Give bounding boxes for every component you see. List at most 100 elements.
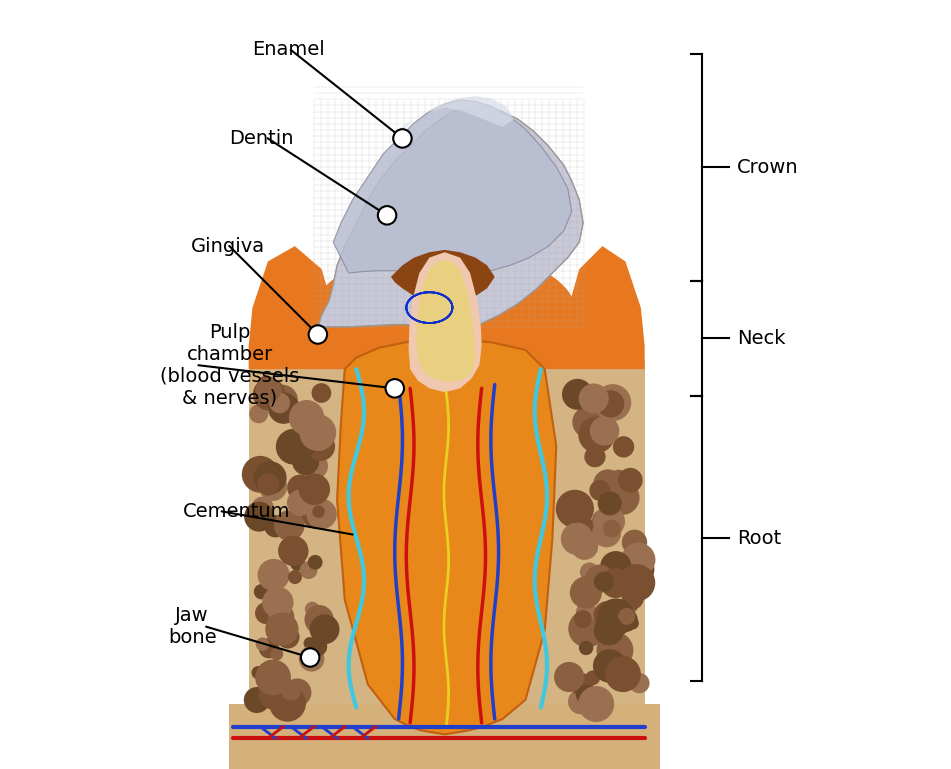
Polygon shape: [391, 250, 495, 304]
Circle shape: [278, 536, 308, 566]
Circle shape: [590, 416, 619, 445]
Circle shape: [594, 384, 631, 421]
Circle shape: [243, 687, 270, 713]
Circle shape: [592, 403, 615, 427]
Circle shape: [593, 506, 625, 538]
Circle shape: [586, 671, 600, 685]
Circle shape: [303, 637, 316, 650]
Circle shape: [569, 610, 606, 647]
Circle shape: [259, 638, 279, 658]
Polygon shape: [314, 250, 575, 369]
Circle shape: [265, 613, 299, 646]
Polygon shape: [248, 361, 645, 769]
Circle shape: [622, 530, 648, 555]
Circle shape: [593, 615, 624, 645]
Polygon shape: [248, 246, 337, 369]
Circle shape: [270, 647, 283, 661]
Circle shape: [576, 685, 596, 705]
Circle shape: [290, 556, 305, 571]
Circle shape: [597, 598, 634, 636]
Circle shape: [620, 609, 635, 624]
Circle shape: [274, 511, 304, 541]
Circle shape: [605, 481, 640, 515]
Circle shape: [592, 508, 617, 534]
Circle shape: [299, 474, 330, 505]
Polygon shape: [333, 100, 572, 275]
Circle shape: [257, 375, 276, 394]
Text: Pulp
chamber
(blood vessels
& nerves): Pulp chamber (blood vessels & nerves): [160, 323, 300, 408]
Circle shape: [562, 379, 593, 410]
Circle shape: [618, 468, 643, 493]
Circle shape: [618, 564, 655, 601]
Circle shape: [393, 129, 412, 148]
Circle shape: [254, 584, 269, 599]
Circle shape: [304, 605, 334, 634]
Circle shape: [611, 567, 627, 584]
Circle shape: [268, 392, 300, 424]
Circle shape: [612, 436, 634, 458]
Polygon shape: [337, 338, 556, 734]
Circle shape: [597, 491, 622, 515]
Circle shape: [277, 625, 300, 648]
Circle shape: [621, 543, 655, 577]
Circle shape: [571, 673, 593, 696]
Circle shape: [307, 423, 320, 436]
Circle shape: [268, 604, 294, 630]
Circle shape: [292, 448, 320, 475]
Text: Neck: Neck: [737, 329, 786, 348]
Circle shape: [312, 383, 331, 403]
Circle shape: [281, 681, 301, 701]
Circle shape: [255, 660, 291, 695]
Circle shape: [577, 519, 603, 545]
Circle shape: [603, 520, 621, 538]
Circle shape: [385, 379, 404, 398]
Circle shape: [592, 518, 621, 548]
Circle shape: [307, 637, 327, 656]
Circle shape: [254, 461, 286, 494]
Text: Root: Root: [737, 529, 781, 548]
Circle shape: [584, 446, 606, 468]
Circle shape: [593, 601, 621, 629]
Circle shape: [573, 406, 604, 438]
Circle shape: [251, 666, 264, 679]
Circle shape: [592, 649, 627, 683]
Circle shape: [590, 480, 611, 501]
Circle shape: [596, 632, 633, 669]
Circle shape: [601, 568, 631, 598]
Circle shape: [259, 679, 289, 710]
Circle shape: [288, 570, 302, 584]
Polygon shape: [318, 106, 583, 328]
Circle shape: [608, 470, 630, 491]
Circle shape: [578, 686, 614, 722]
Circle shape: [269, 684, 306, 721]
Circle shape: [578, 417, 615, 453]
Circle shape: [299, 646, 324, 671]
Circle shape: [259, 473, 287, 501]
Circle shape: [593, 469, 623, 498]
Circle shape: [618, 608, 635, 625]
Circle shape: [242, 456, 279, 493]
Text: Cementum: Cementum: [184, 502, 291, 521]
Circle shape: [594, 571, 614, 591]
Polygon shape: [395, 96, 514, 138]
Circle shape: [617, 551, 654, 588]
Circle shape: [283, 678, 311, 707]
Circle shape: [253, 378, 285, 411]
Circle shape: [266, 384, 298, 416]
Circle shape: [576, 601, 596, 622]
Circle shape: [310, 614, 336, 639]
Circle shape: [300, 561, 318, 579]
Circle shape: [378, 206, 397, 225]
Circle shape: [622, 597, 638, 614]
Text: Jaw
bone: Jaw bone: [168, 606, 217, 647]
Circle shape: [257, 473, 280, 495]
Circle shape: [561, 523, 593, 555]
Circle shape: [301, 498, 332, 529]
Circle shape: [276, 429, 312, 464]
Circle shape: [310, 614, 340, 644]
Circle shape: [258, 559, 290, 591]
Circle shape: [301, 453, 328, 479]
Circle shape: [579, 384, 609, 414]
Circle shape: [264, 515, 286, 538]
Circle shape: [568, 689, 593, 714]
